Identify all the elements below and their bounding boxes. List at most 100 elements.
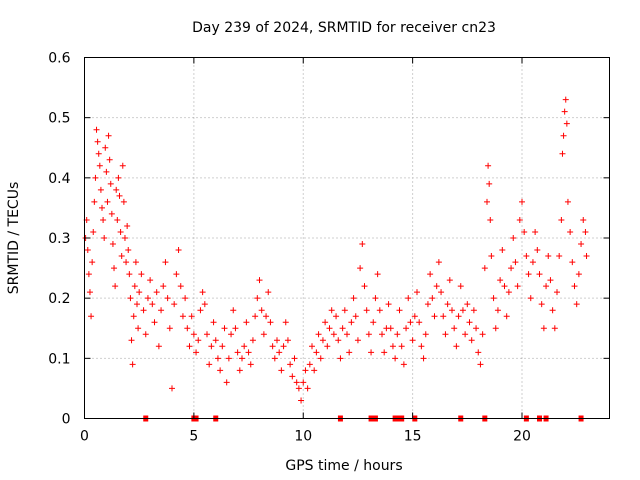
data-point [326, 325, 333, 332]
data-point [567, 228, 574, 235]
data-point [108, 210, 115, 217]
data-point [221, 325, 228, 332]
data-point [188, 313, 195, 320]
y-tick-label: 0.6 [48, 51, 70, 67]
data-point [487, 216, 494, 223]
data-point [84, 247, 91, 254]
data-point [104, 198, 111, 205]
data-point [258, 307, 265, 314]
data-point [392, 355, 399, 362]
data-point [352, 313, 359, 320]
data-point [387, 325, 394, 332]
data-point [328, 307, 335, 314]
data-point [451, 325, 458, 332]
data-point [485, 162, 492, 169]
data-point [252, 313, 259, 320]
data-point [420, 355, 427, 362]
data-point [372, 295, 379, 302]
data-point [350, 295, 357, 302]
data-point [125, 247, 132, 254]
data-point [121, 235, 128, 241]
data-point [193, 349, 200, 356]
data-point [551, 325, 558, 332]
data-point [433, 283, 440, 290]
x-tick-label: 20 [513, 429, 531, 445]
data-point [486, 180, 493, 187]
data-point [190, 331, 197, 338]
data-point [135, 325, 142, 332]
data-point [304, 385, 311, 392]
data-point [554, 289, 560, 296]
data-point [173, 271, 180, 278]
data-point [129, 361, 136, 368]
data-point [116, 192, 123, 199]
data-point [385, 301, 392, 308]
data-point [271, 355, 278, 362]
data-point [368, 349, 375, 356]
data-point [295, 385, 302, 392]
data-point [204, 331, 210, 338]
data-point [212, 337, 219, 344]
data-point [230, 307, 237, 314]
data-point [147, 277, 154, 284]
data-point [484, 198, 490, 205]
data-point [370, 319, 377, 326]
data-point [162, 259, 169, 266]
data-point [545, 253, 552, 260]
data-point [109, 241, 116, 248]
data-point [431, 313, 438, 320]
data-point [120, 198, 127, 205]
data-point [427, 271, 434, 278]
data-point [344, 331, 350, 338]
data-point [86, 289, 93, 296]
data-point [102, 144, 109, 151]
data-point [241, 343, 248, 350]
data-point [243, 319, 250, 326]
data-point [306, 361, 313, 368]
data-point [414, 289, 420, 296]
data-point [117, 228, 124, 235]
data-point [583, 253, 590, 260]
data-point [462, 331, 469, 338]
data-point [455, 313, 462, 320]
data-point [497, 277, 504, 284]
data-point [339, 325, 346, 332]
x-axis-label: GPS time / hours [285, 458, 402, 474]
data-point [381, 349, 388, 356]
data-point [429, 295, 436, 302]
data-point [309, 343, 315, 350]
plot-frame [84, 57, 610, 419]
y-tick-label: 0.4 [48, 171, 70, 187]
data-point [473, 325, 480, 332]
data-point [317, 355, 324, 362]
data-point [313, 349, 320, 356]
data-point [407, 319, 414, 326]
data-point [100, 216, 107, 223]
data-point [85, 271, 92, 278]
data-point [361, 283, 368, 290]
data-point [132, 259, 139, 266]
data-point [177, 283, 184, 290]
data-point [274, 337, 280, 344]
data-point [298, 397, 305, 404]
data-point [560, 132, 567, 139]
data-point [379, 331, 385, 338]
data-point [184, 325, 191, 332]
data-point [97, 186, 104, 193]
y-axis-label: SRMTID / TECUs [6, 182, 22, 295]
data-point [99, 204, 105, 211]
data-point [398, 343, 405, 350]
data-point [494, 307, 501, 314]
data-point [525, 271, 532, 278]
data-point [232, 325, 239, 332]
chart-title: Day 239 of 2024, SRMTID for receiver cn2… [192, 20, 496, 36]
data-point [96, 162, 103, 169]
data-point [449, 307, 455, 314]
data-point [223, 379, 230, 386]
data-point [477, 361, 484, 368]
data-point [291, 355, 298, 362]
x-tick-label: 10 [294, 429, 312, 445]
x-tick-label: 15 [404, 429, 422, 445]
data-point [479, 331, 486, 338]
data-point [155, 343, 162, 350]
